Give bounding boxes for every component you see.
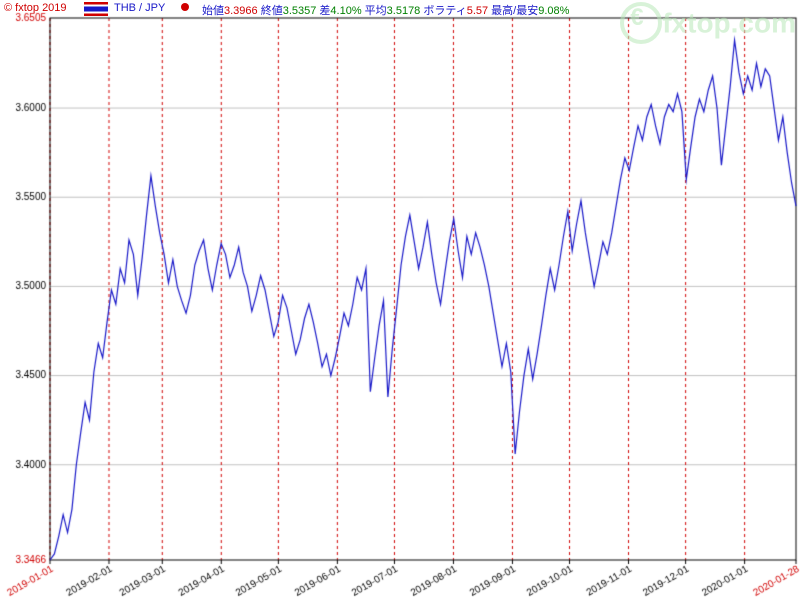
stat-label: 終値	[261, 5, 283, 17]
stat-value: 3.5357	[283, 5, 320, 17]
currency-pair: THB / JPY	[114, 2, 165, 14]
stat-label: 平均	[365, 5, 387, 17]
stat-value: 9.08%	[538, 5, 569, 17]
stat-value: 5.57	[467, 5, 491, 17]
stat-label: 最高/最安	[491, 5, 538, 17]
stat-label: 差	[319, 5, 330, 17]
fx-line-chart	[0, 0, 800, 600]
stat-label: ボラティ	[423, 5, 466, 17]
header-stats: 始値3.3966 終値3.5357 差4.10% 平均3.5178 ボラティ5.…	[202, 2, 569, 18]
watermark: fxtop.com	[620, 4, 796, 46]
flag-icon	[84, 2, 108, 19]
stat-label: 始値	[202, 5, 224, 17]
dot-icon	[180, 2, 190, 15]
copyright-text: © fxtop 2019	[4, 2, 67, 14]
stat-value: 3.5178	[387, 5, 424, 17]
stat-value: 3.3966	[224, 5, 261, 17]
stat-value: 4.10%	[330, 5, 364, 17]
